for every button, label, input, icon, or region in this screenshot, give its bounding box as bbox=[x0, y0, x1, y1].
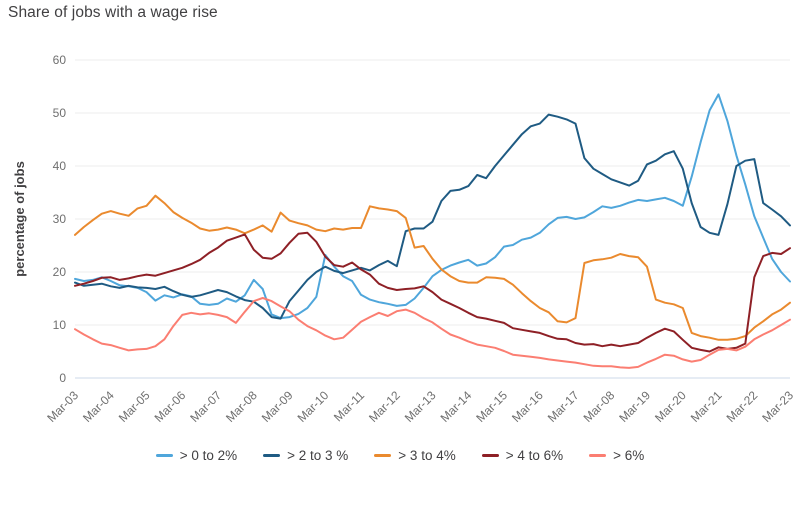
x-tick-label-Mar-23: Mar-23 bbox=[759, 388, 796, 425]
y-tick-label-10: 10 bbox=[53, 318, 67, 332]
legend-label: > 4 to 6% bbox=[505, 448, 564, 463]
series-line-3-> 4 to 6%[interactable] bbox=[74, 231, 791, 353]
x-tick-label-Mar-06: Mar-06 bbox=[152, 388, 189, 425]
x-tick-label-Mar-14: Mar-14 bbox=[438, 388, 475, 425]
x-tick-label-Mar-08: Mar-08 bbox=[223, 388, 260, 425]
chart-legend: > 0 to 2% > 2 to 3 % > 3 to 4% > 4 to 6% > 6… bbox=[0, 448, 800, 463]
x-tick-label-Mar-15: Mar-15 bbox=[473, 388, 510, 425]
x-tick-label-Mar-11: Mar-11 bbox=[331, 388, 367, 424]
legend-label: > 3 to 4% bbox=[398, 448, 456, 463]
y-axis-title: percentage of jobs bbox=[12, 161, 27, 277]
legend-swatch-icon bbox=[374, 454, 392, 457]
y-tick-label-0: 0 bbox=[59, 371, 66, 385]
legend-swatch-icon bbox=[155, 454, 173, 457]
x-tick-label-Mar-13: Mar-13 bbox=[402, 388, 439, 425]
x-tick-label-Mar-09: Mar-09 bbox=[259, 388, 296, 425]
series-line-4-> 6%[interactable] bbox=[74, 297, 791, 369]
x-tick-label-Mar-19: Mar-19 bbox=[616, 388, 653, 425]
legend-label: > 6% bbox=[613, 448, 645, 463]
y-tick-label-40: 40 bbox=[53, 159, 67, 173]
legend-label: > 2 to 3 % bbox=[287, 448, 349, 463]
legend-item-3[interactable]: > 4 to 6% bbox=[481, 448, 564, 463]
x-tick-label-Mar-12: Mar-12 bbox=[366, 388, 403, 425]
y-tick-label-30: 30 bbox=[53, 212, 67, 226]
legend-item-2[interactable]: > 3 to 4% bbox=[374, 448, 456, 463]
x-tick-label-Mar-17: Mar-17 bbox=[545, 388, 582, 425]
series-line-0-> 0 to 2%[interactable] bbox=[74, 93, 791, 320]
chart-title: Share of jobs with a wage rise bbox=[8, 4, 218, 21]
x-tick-label-Mar-04: Mar-04 bbox=[80, 388, 117, 425]
legend-swatch-icon bbox=[481, 454, 499, 457]
series-line-1-> 2 to 3 %[interactable] bbox=[74, 113, 791, 320]
y-tick-label-20: 20 bbox=[53, 265, 67, 279]
legend-item-1[interactable]: > 2 to 3 % bbox=[263, 448, 348, 463]
x-tick-label-Mar-05: Mar-05 bbox=[116, 388, 153, 425]
series-line-2-> 3 to 4%[interactable] bbox=[74, 194, 791, 341]
x-tick-label-Mar-03: Mar-03 bbox=[44, 388, 81, 425]
x-tick-label-Mar-20: Mar-20 bbox=[652, 388, 689, 425]
x-tick-label-Mar-21: Mar-21 bbox=[688, 388, 725, 425]
x-tick-label-Mar-22: Mar-22 bbox=[724, 388, 761, 425]
x-tick-label-Mar-07: Mar-07 bbox=[187, 388, 224, 425]
x-tick-label-Mar-10: Mar-10 bbox=[295, 388, 332, 425]
legend-item-4[interactable]: > 6% bbox=[589, 448, 644, 463]
legend-item-0[interactable]: > 0 to 2% bbox=[155, 448, 238, 463]
legend-swatch-icon bbox=[589, 454, 607, 457]
x-tick-label-Mar-08: Mar-08 bbox=[581, 388, 618, 425]
y-tick-label-50: 50 bbox=[53, 106, 67, 120]
y-tick-label-60: 60 bbox=[53, 53, 67, 67]
legend-swatch-icon bbox=[263, 454, 281, 457]
legend-label: > 0 to 2% bbox=[179, 448, 238, 463]
x-tick-label-Mar-16: Mar-16 bbox=[509, 388, 546, 425]
